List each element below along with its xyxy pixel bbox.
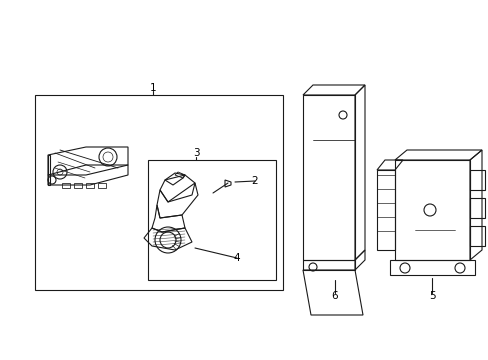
Bar (469, 170, 484, 190)
Bar (62, 183, 70, 188)
Bar (469, 226, 484, 246)
Bar (98, 183, 106, 188)
Bar (148, 160, 275, 280)
Text: 2: 2 (251, 176, 258, 186)
Bar (86, 183, 94, 188)
Text: 3: 3 (192, 148, 199, 158)
Bar (469, 198, 484, 218)
Bar (74, 183, 82, 188)
Text: 4: 4 (233, 253, 240, 263)
Bar (35, 95, 283, 290)
Text: 5: 5 (428, 291, 434, 301)
Text: 1: 1 (149, 83, 156, 93)
Text: 6: 6 (331, 291, 338, 301)
